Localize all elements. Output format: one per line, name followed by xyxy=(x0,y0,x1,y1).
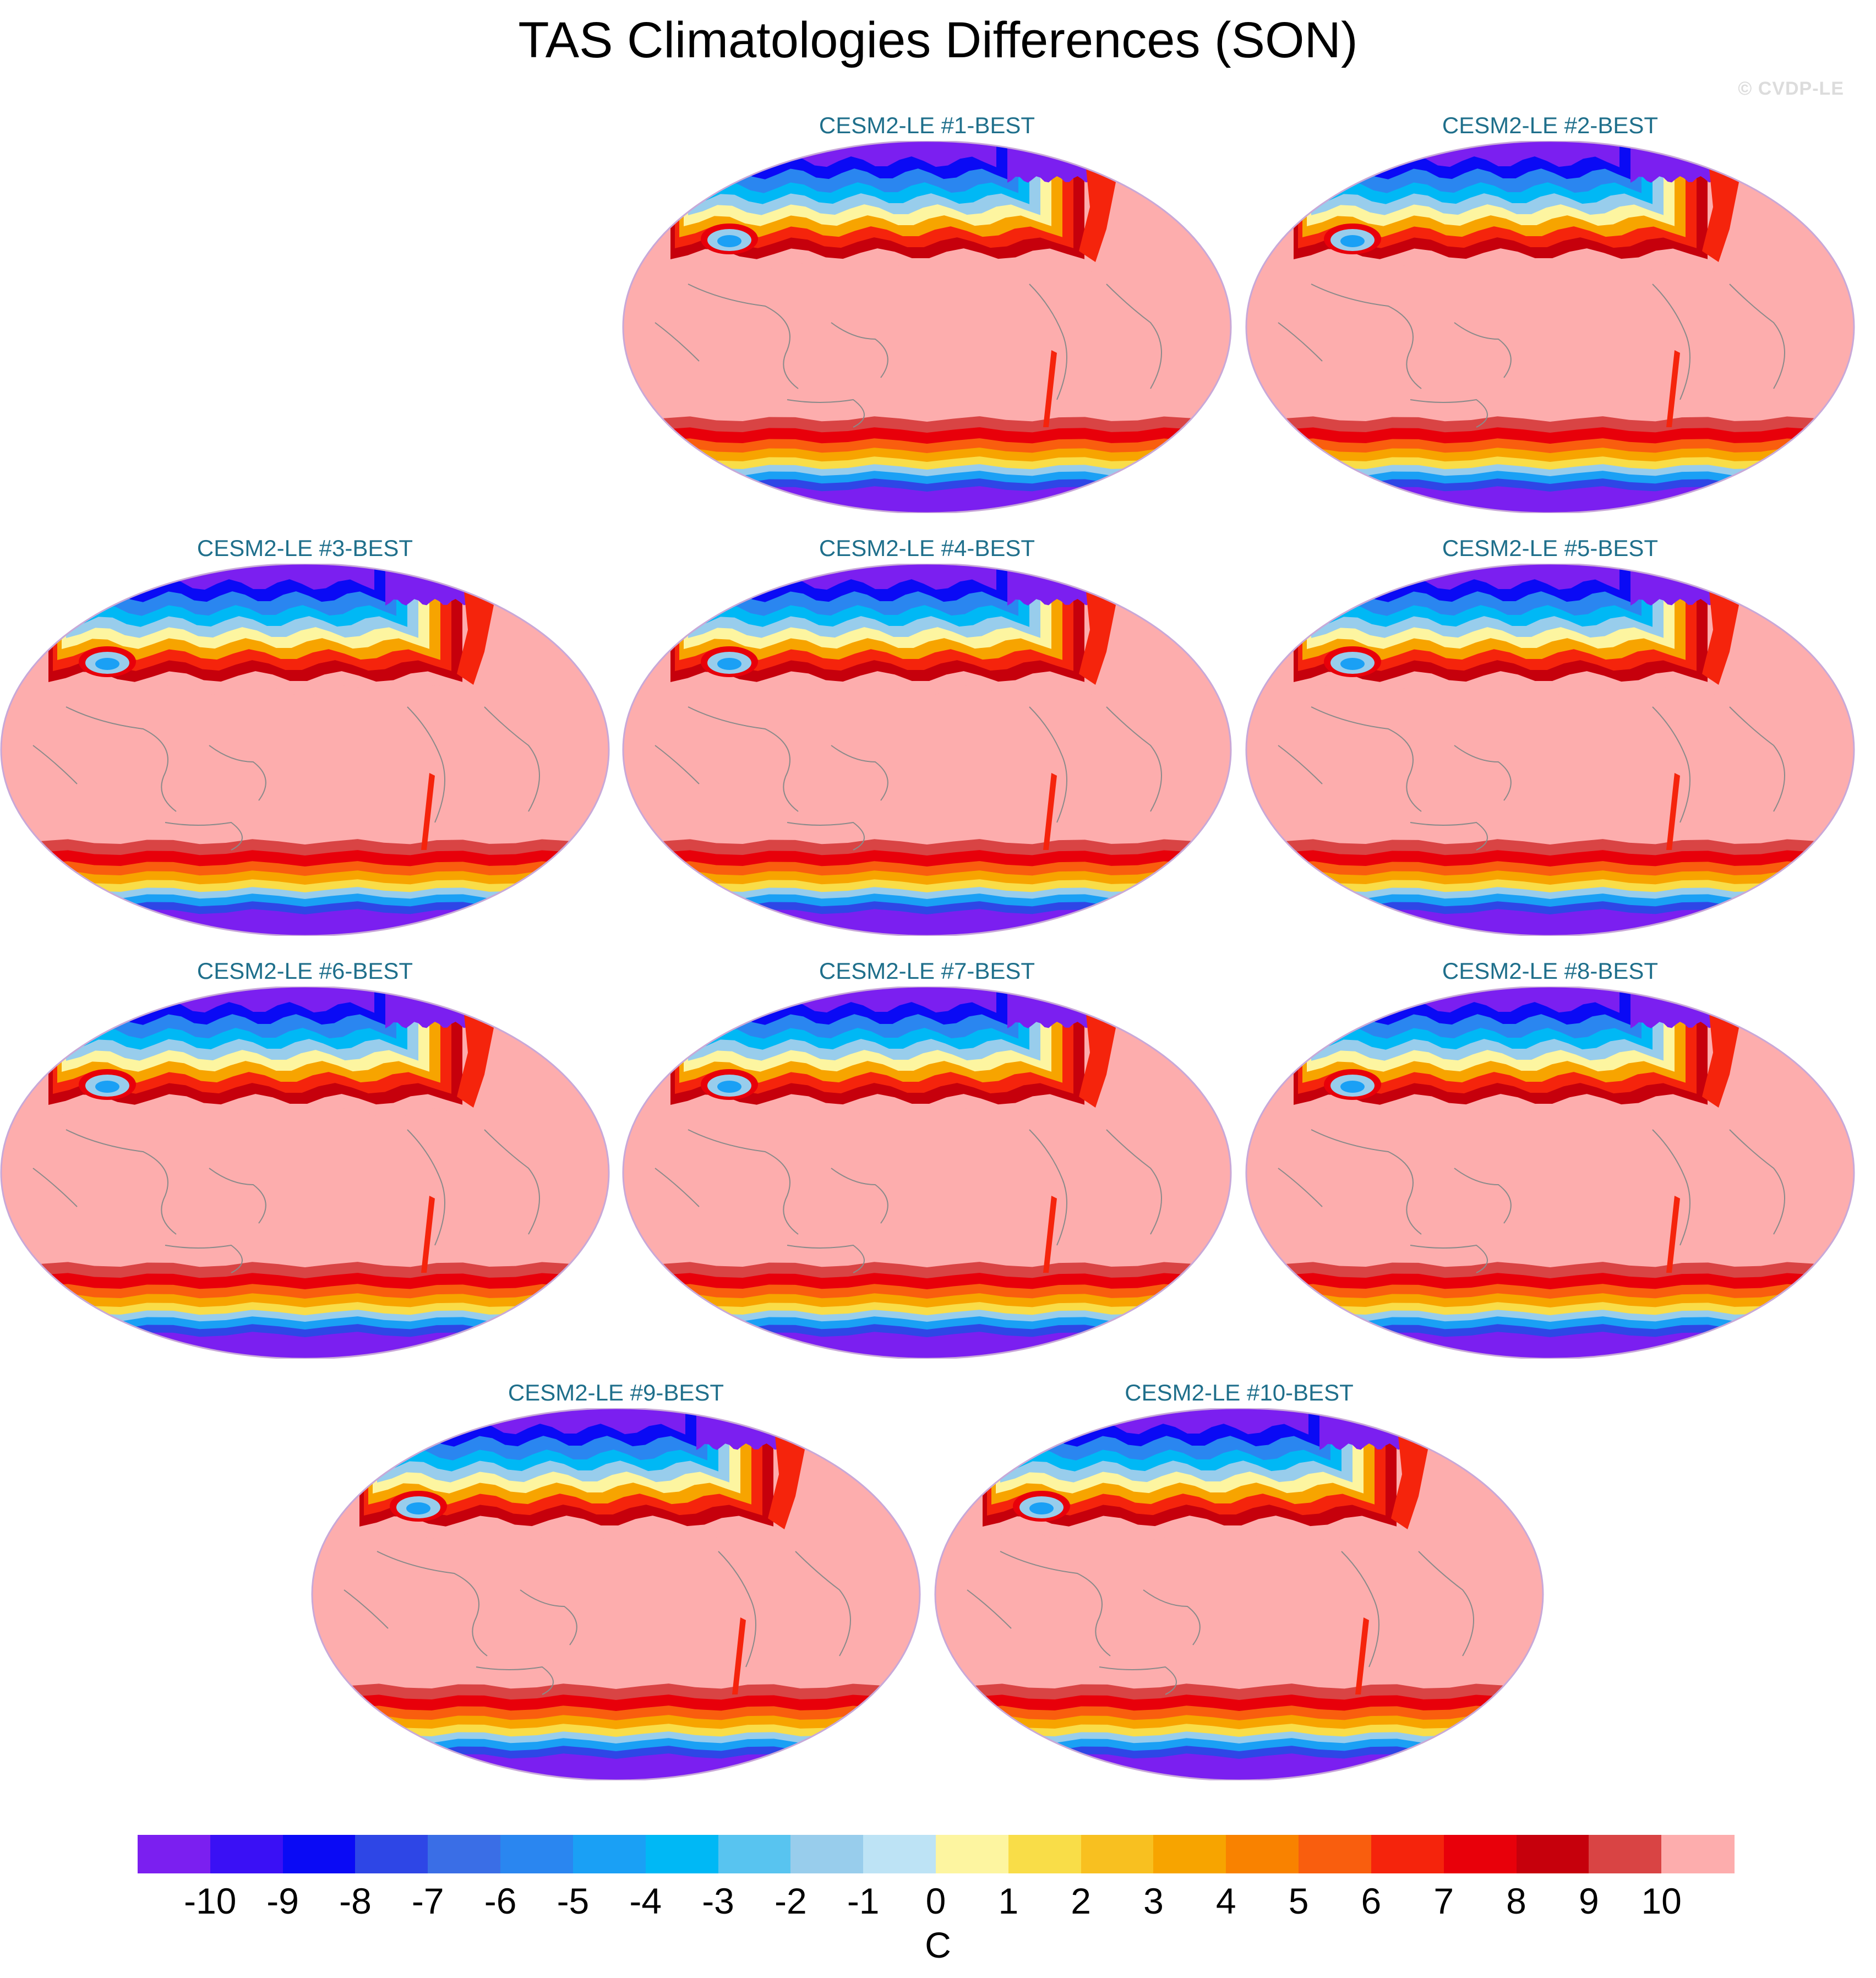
colorbar-tick-label: -3 xyxy=(702,1881,734,1921)
map-panel: CESM2-LE #3-BEST xyxy=(0,533,610,940)
map-panel: CESM2-LE #9-BEST xyxy=(311,1377,921,1785)
colorbar-segment xyxy=(645,1835,719,1873)
colorbar-segment xyxy=(572,1835,646,1873)
colorbar-tick-label: 6 xyxy=(1361,1881,1382,1921)
colorbar-segment xyxy=(355,1835,429,1873)
panel-title: CESM2-LE #1-BEST xyxy=(819,112,1035,138)
watermark: © CVDP-LE xyxy=(1738,78,1844,99)
colorbar-tick-label: 2 xyxy=(1071,1881,1091,1921)
colorbar-tick-label: -8 xyxy=(339,1881,372,1921)
world-map xyxy=(622,987,1232,1359)
colorbar-segment xyxy=(1226,1835,1300,1873)
map-panel: CESM2-LE #8-BEST xyxy=(1245,956,1855,1363)
colorbar-tick-label: 3 xyxy=(1143,1881,1164,1921)
colorbar-segment xyxy=(1443,1835,1517,1873)
colorbar-tick-label: 5 xyxy=(1288,1881,1309,1921)
colorbar-segment xyxy=(936,1835,1009,1873)
colorbar-segment xyxy=(790,1835,864,1873)
colorbar-segment xyxy=(428,1835,501,1873)
map-panel: CESM2-LE #7-BEST xyxy=(622,956,1232,1363)
colorbar-segment xyxy=(210,1835,283,1873)
panel-title: CESM2-LE #8-BEST xyxy=(1442,958,1659,984)
panel-title: CESM2-LE #10-BEST xyxy=(1125,1380,1354,1405)
panel-title: CESM2-LE #2-BEST xyxy=(1442,112,1659,138)
colorbar-segment xyxy=(1153,1835,1227,1873)
colorbar-segment xyxy=(718,1835,792,1873)
panel-title: CESM2-LE #9-BEST xyxy=(508,1380,724,1405)
map-panel: CESM2-LE #1-BEST xyxy=(622,110,1232,517)
map-panel: CESM2-LE #10-BEST xyxy=(934,1377,1544,1785)
colorbar-tick-label: -2 xyxy=(775,1881,807,1921)
colorbar-segment xyxy=(282,1835,356,1873)
panel-title: CESM2-LE #6-BEST xyxy=(197,958,413,984)
colorbar-segment xyxy=(1516,1835,1590,1873)
figure-title: TAS Climatologies Differences (SON) xyxy=(518,12,1358,68)
colorbar-segment xyxy=(1299,1835,1372,1873)
colorbar-tick-label: -1 xyxy=(847,1881,880,1921)
colorbar-tick-label: -6 xyxy=(484,1881,517,1921)
colorbar-segment xyxy=(1081,1835,1154,1873)
colorbar-segment xyxy=(1589,1835,1662,1873)
world-map xyxy=(1245,141,1855,513)
panel-title: CESM2-LE #4-BEST xyxy=(819,535,1035,561)
world-map xyxy=(1245,564,1855,936)
colorbar-tick-label: -9 xyxy=(266,1881,299,1921)
colorbar xyxy=(138,1835,1735,1873)
colorbar-segment xyxy=(1371,1835,1444,1873)
world-map xyxy=(0,987,610,1359)
colorbar-tick-label: 1 xyxy=(998,1881,1019,1921)
colorbar-tick-label: 8 xyxy=(1506,1881,1526,1921)
colorbar-tick-label: 9 xyxy=(1579,1881,1599,1921)
colorbar-tick-label: -4 xyxy=(629,1881,662,1921)
map-panel: CESM2-LE #2-BEST xyxy=(1245,110,1855,517)
panel-title: CESM2-LE #5-BEST xyxy=(1442,535,1659,561)
world-map xyxy=(1245,987,1855,1359)
colorbar-tick-label: 10 xyxy=(1641,1881,1682,1921)
colorbar-tick-label: 4 xyxy=(1215,1881,1236,1921)
map-panel: CESM2-LE #5-BEST xyxy=(1245,533,1855,940)
colorbar-tick-label: -10 xyxy=(184,1881,237,1921)
colorbar-segment xyxy=(138,1835,211,1873)
colorbar-segment xyxy=(1008,1835,1082,1873)
colorbar-tick-label: -7 xyxy=(411,1881,444,1921)
world-map xyxy=(934,1408,1544,1780)
colorbar-segment xyxy=(500,1835,574,1873)
colorbar-tick-label: 7 xyxy=(1433,1881,1454,1921)
colorbar-segment xyxy=(1661,1835,1735,1873)
colorbar-ticks: -10 -9 -8 -7 -6 -5 -4 -3 -2 -1 0 1 2 3 4 5 6 7 8 9 10 xyxy=(138,1880,1734,1924)
colorbar-tick-label: 0 xyxy=(925,1881,946,1921)
world-map xyxy=(622,141,1232,513)
world-map xyxy=(622,564,1232,936)
map-panel: CESM2-LE #6-BEST xyxy=(0,956,610,1363)
panel-title: CESM2-LE #7-BEST xyxy=(819,958,1035,984)
world-map xyxy=(0,564,610,936)
map-panel: CESM2-LE #4-BEST xyxy=(622,533,1232,940)
colorbar-unit-label: C xyxy=(925,1925,951,1965)
colorbar-segment xyxy=(863,1835,936,1873)
panel-title: CESM2-LE #3-BEST xyxy=(197,535,413,561)
colorbar-tick-label: -5 xyxy=(557,1881,590,1921)
world-map xyxy=(311,1408,921,1780)
